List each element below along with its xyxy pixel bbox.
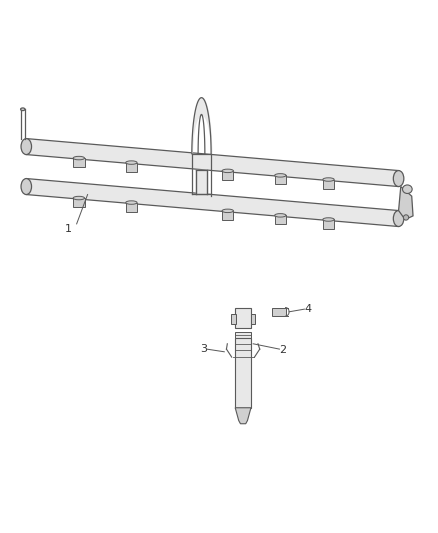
Ellipse shape [21,108,25,110]
Polygon shape [73,198,85,207]
Bar [251,314,255,324]
Bar [235,308,251,328]
Ellipse shape [275,174,286,177]
Polygon shape [126,163,137,172]
Polygon shape [222,171,233,180]
Polygon shape [73,158,85,167]
Text: 1: 1 [64,224,71,234]
Polygon shape [126,203,137,212]
Ellipse shape [73,156,85,160]
Polygon shape [275,215,286,224]
Ellipse shape [222,209,233,213]
Ellipse shape [393,171,404,187]
Polygon shape [235,408,251,424]
Polygon shape [323,220,334,229]
Ellipse shape [323,218,334,221]
Bar [231,314,236,324]
Text: 4: 4 [304,304,311,314]
Bar [235,332,251,338]
Bar [235,338,251,408]
Ellipse shape [403,185,412,193]
Polygon shape [399,187,413,220]
Polygon shape [272,308,286,316]
Ellipse shape [275,214,286,217]
Ellipse shape [126,161,137,164]
Ellipse shape [323,178,334,181]
Ellipse shape [21,139,32,155]
Text: 2: 2 [279,345,286,355]
Ellipse shape [126,201,137,204]
Text: 3: 3 [200,344,207,354]
Polygon shape [26,139,399,187]
Ellipse shape [73,196,85,200]
Ellipse shape [21,179,32,195]
Ellipse shape [393,211,404,227]
Ellipse shape [222,169,233,173]
Polygon shape [26,179,399,227]
Polygon shape [222,211,233,220]
Polygon shape [275,175,286,184]
Polygon shape [323,180,334,189]
Ellipse shape [403,215,409,220]
